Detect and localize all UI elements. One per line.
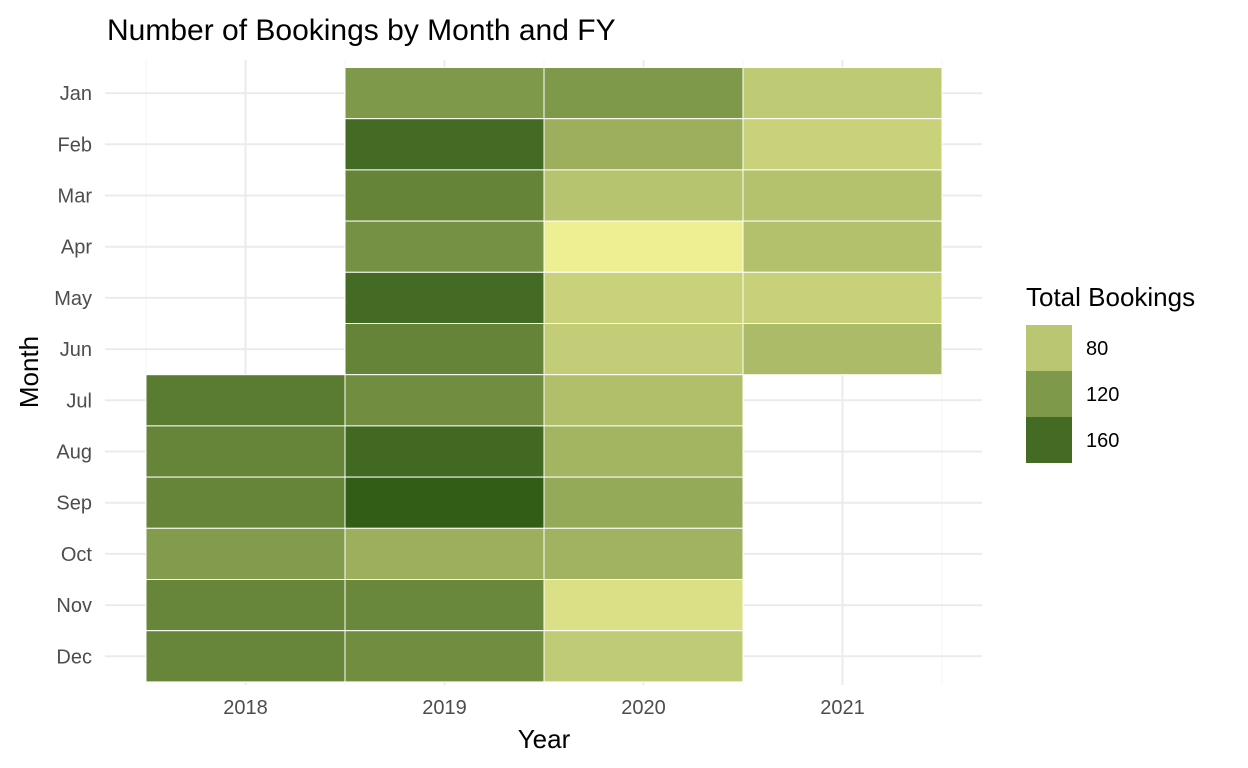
heatmap-cell: Jul 2019: 130 [344, 374, 545, 427]
legend-key [1026, 325, 1072, 371]
heatmap-cell: Jan 2019: 120 [344, 67, 545, 120]
y-tick-label: Aug [56, 442, 92, 464]
heatmap-cell: May 2020: 70 [543, 271, 744, 324]
heatmap-cell: Aug 2018: 137 [145, 425, 346, 478]
y-axis-title: Month [14, 336, 44, 408]
heatmap-cell: Jan 2021: 77 [742, 67, 943, 120]
x-tick-label: 2018 [223, 697, 268, 719]
heatmap-cell: Dec 2018: 136 [145, 630, 346, 683]
heatmap-cell: Nov 2020: 58 [543, 579, 744, 632]
y-tick-label: Sep [56, 493, 92, 515]
x-tick-labels: 2018 2019 2020 2021 [223, 697, 865, 719]
legend-label: 160 [1086, 430, 1119, 452]
heatmap-cell: Mar 2019: 138 [344, 169, 545, 222]
heatmap-cell: Sep 2020: 105 [543, 476, 744, 529]
x-axis-title: Year [518, 724, 571, 754]
x-tick-label: 2020 [621, 697, 666, 719]
chart-title: Number of Bookings by Month and FY [107, 14, 616, 47]
y-tick-label: Nov [56, 595, 92, 617]
heatmap-cell: Jul 2018: 145 [145, 374, 346, 427]
y-tick-labels: Jan Feb Mar Apr May Jun Jul Aug Sep Oct Nov Dec [54, 83, 92, 668]
y-tick-label: Jan [60, 83, 92, 105]
legend-keys: 80 120 160 [1026, 325, 1119, 463]
heatmap-cell: Jun 2021: 90 [742, 323, 943, 376]
x-tick-label: 2019 [422, 697, 467, 719]
x-tick-label: 2021 [820, 697, 865, 719]
legend-label: 80 [1086, 338, 1108, 360]
y-tick-label: Oct [61, 544, 93, 566]
heatmap-cell: Apr 2019: 127 [344, 220, 545, 273]
heatmap-cell: Aug 2020: 95 [543, 425, 744, 478]
y-tick-label: Jun [60, 339, 92, 361]
heatmap-cell: Aug 2019: 162 [344, 425, 545, 478]
heatmap-cell: Feb 2019: 160 [344, 118, 545, 171]
y-tick-label: Mar [58, 186, 93, 208]
heatmap-cell: Nov 2019: 135 [344, 579, 545, 632]
heatmap-cell: Oct 2019: 100 [344, 527, 545, 580]
heatmap-cell: Sep 2019: 172 [344, 476, 545, 529]
legend-title: Total Bookings [1026, 282, 1195, 312]
legend-key [1026, 417, 1072, 463]
heatmap-cell: Sep 2018: 137 [145, 476, 346, 529]
heatmap-cell: Apr 2021: 85 [742, 220, 943, 273]
heatmap-cell: Jun 2020: 74 [543, 323, 744, 376]
legend: Total Bookings 80 120 160 [1026, 282, 1195, 463]
legend-label: 120 [1086, 384, 1119, 406]
legend-key [1026, 371, 1072, 417]
heatmap-cell: May 2021: 71 [742, 271, 943, 324]
y-tick-label: Apr [61, 237, 92, 259]
y-tick-label: Dec [56, 646, 92, 668]
heatmap-cell: Mar 2020: 82 [543, 169, 744, 222]
y-tick-label: Feb [58, 134, 92, 156]
heatmap-cell: Dec 2019: 130 [344, 630, 545, 683]
heatmap-cell: Mar 2021: 84 [742, 169, 943, 222]
cells-layer: Jan 2019: 120Feb 2019: 160Mar 2019: 138A… [145, 67, 943, 683]
y-tick-label: May [54, 288, 92, 310]
heatmap-cell: Nov 2018: 136 [145, 579, 346, 632]
heatmap-cell: Apr 2020: 45 [543, 220, 744, 273]
heatmap-cell: May 2019: 160 [344, 271, 545, 324]
heatmap-cell: Jul 2020: 86 [543, 374, 744, 427]
heatmap-cell: Oct 2018: 118 [145, 527, 346, 580]
heatmap-cell: Oct 2020: 97 [543, 527, 744, 580]
heatmap-cell: Feb 2020: 100 [543, 118, 744, 171]
heatmap-cell: Jun 2019: 138 [344, 323, 545, 376]
heatmap-cell: Dec 2020: 76 [543, 630, 744, 683]
y-tick-label: Jul [66, 390, 92, 412]
heatmap-cell: Jan 2020: 120 [543, 67, 744, 120]
heatmap-cell: Feb 2021: 70 [742, 118, 943, 171]
